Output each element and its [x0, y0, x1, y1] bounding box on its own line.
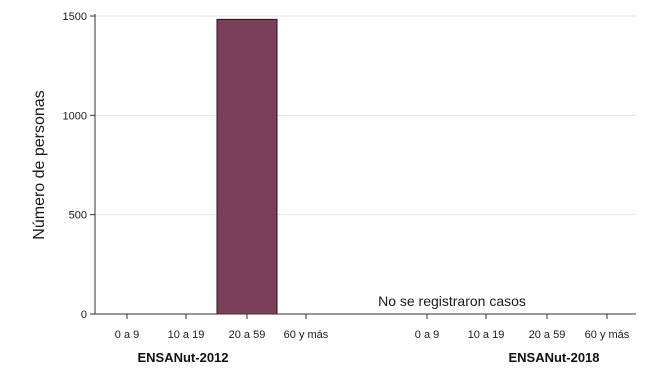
x-tick-label: 60 y más [284, 329, 329, 341]
y-tick-label: 500 [69, 210, 87, 222]
y-tick-label: 1000 [63, 110, 87, 122]
x-tick-label: 10 a 19 [468, 329, 505, 341]
x-tick-label: 0 a 9 [415, 329, 439, 341]
group-label-2018: ENSANut-2018 [508, 350, 599, 365]
x-tick-label: 20 a 59 [529, 329, 566, 341]
group-label-2012: ENSANut-2012 [137, 350, 228, 365]
x-tick-label: 60 y más [585, 329, 630, 341]
axes [94, 14, 636, 315]
y-axis-title: Número de personas [31, 90, 48, 239]
gridlines [95, 15, 636, 216]
bars [216, 18, 278, 315]
bar [216, 18, 278, 315]
x-tick-label: 0 a 9 [115, 329, 139, 341]
y-tick-label: 0 [81, 309, 87, 321]
x-tick-label: 10 a 19 [168, 329, 205, 341]
no-cases-annotation: No se registraron casos [378, 293, 526, 309]
x-tick-label: 20 a 59 [229, 329, 266, 341]
y-tick-label: 1500 [63, 11, 87, 23]
y-tick-labels: 0 500 1000 1500 [63, 11, 95, 321]
x-tick-labels: 0 a 9 10 a 19 20 a 59 60 y más 0 a 9 10 a 19 2… [115, 314, 630, 341]
